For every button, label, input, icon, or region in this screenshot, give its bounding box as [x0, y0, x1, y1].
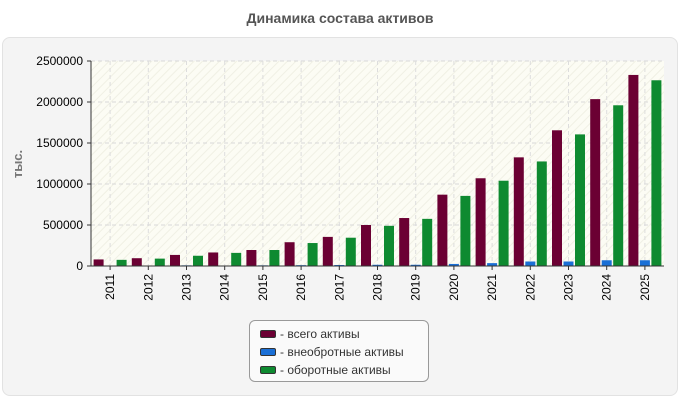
legend-item: - оборотные активы	[260, 361, 428, 379]
legend-item: - внеобротные активы	[260, 343, 428, 361]
bar-total-2022	[513, 157, 524, 266]
bar-total-2017	[322, 236, 333, 266]
bar-noncurrent-2023	[563, 261, 574, 266]
bar-current-2025	[651, 80, 662, 267]
bar-current-2015	[269, 250, 280, 266]
bar-total-2019	[399, 218, 410, 266]
y-tick-label: 0	[76, 259, 83, 273]
bar-current-2016	[307, 243, 318, 266]
bar-total-2018	[361, 225, 371, 266]
bar-current-2021	[498, 180, 509, 266]
bar-current-2022	[536, 161, 547, 266]
legend-label-noncurrent: - внеобротные активы	[280, 345, 404, 359]
grid	[91, 60, 664, 266]
chart-title: Динамика состава активов	[246, 10, 434, 26]
x-tick-label: 2019	[409, 274, 423, 301]
bar-current-2014	[231, 252, 242, 266]
x-tick-label: 2011	[103, 274, 117, 300]
x-tick-label: 2016	[294, 274, 308, 301]
legend-label-current: - оборотные активы	[280, 363, 391, 377]
bar-total-2021	[475, 178, 486, 266]
bar-current-2023	[575, 134, 585, 266]
x-tick-label: 2023	[562, 274, 576, 301]
y-tick-label: 2500000	[36, 54, 83, 68]
bar-total-2011	[93, 259, 104, 266]
bar-current-2024	[613, 105, 624, 266]
y-tick-label: 1000000	[36, 177, 83, 191]
legend-label-total: - всего активы	[280, 327, 360, 341]
x-tick-label: 2017	[332, 274, 346, 301]
x-tick-label: 2025	[638, 274, 652, 301]
bar-noncurrent-2025	[639, 260, 650, 266]
bar-total-2016	[284, 242, 295, 266]
bar-current-2012	[154, 258, 165, 266]
x-tick-label: 2021	[485, 274, 499, 301]
x-tick-label: 2013	[180, 274, 194, 301]
legend-item: - всего активы	[260, 325, 428, 343]
legend-swatch-noncurrent	[260, 348, 276, 356]
legend-swatch-current	[260, 366, 276, 374]
legend: - всего активы - внеобротные активы - об…	[249, 320, 429, 382]
bar-noncurrent-2018	[372, 264, 383, 266]
x-tick-label: 2014	[218, 274, 232, 301]
bar-noncurrent-2020	[448, 263, 459, 266]
bars	[93, 74, 662, 267]
bar-noncurrent-2021	[487, 263, 498, 266]
bar-noncurrent-2019	[410, 264, 421, 266]
x-tick-labels: 2011 2012 2013 2014 2015 2016 2017 2018 2019 2020…	[103, 274, 652, 301]
y-tick-label: 2000000	[36, 95, 83, 109]
bar-total-2013	[170, 254, 180, 266]
bar-total-2024	[590, 99, 601, 266]
y-tick-label: 500000	[43, 218, 83, 232]
bar-total-2023	[552, 130, 562, 266]
bar-total-2015	[246, 250, 257, 266]
y-tick-labels: 0 500000 1000000 1500000 2000000 2500000	[36, 54, 83, 273]
x-tick-label: 2015	[256, 274, 270, 301]
bar-total-2012	[131, 258, 142, 266]
y-axis-label: тыс.	[10, 150, 25, 178]
bar-current-2017	[345, 237, 356, 266]
bar-current-2020	[460, 195, 471, 266]
bar-current-2013	[193, 255, 203, 266]
bar-total-2025	[628, 74, 639, 266]
bar-total-2020	[437, 194, 448, 266]
axes	[87, 60, 664, 270]
bar-noncurrent-2024	[601, 260, 612, 266]
x-tick-label: 2022	[523, 274, 537, 301]
bar-noncurrent-2022	[525, 261, 536, 266]
bar-current-2019	[422, 218, 433, 266]
y-tick-label: 1500000	[36, 136, 83, 150]
x-tick-label: 2018	[371, 274, 385, 301]
x-tick-label: 2020	[447, 274, 461, 301]
bar-current-2011	[116, 259, 127, 266]
bar-total-2014	[208, 252, 219, 266]
bar-current-2018	[384, 225, 394, 266]
legend-swatch-total	[260, 330, 276, 338]
x-tick-label: 2012	[141, 274, 155, 301]
x-tick-label: 2024	[600, 274, 614, 301]
